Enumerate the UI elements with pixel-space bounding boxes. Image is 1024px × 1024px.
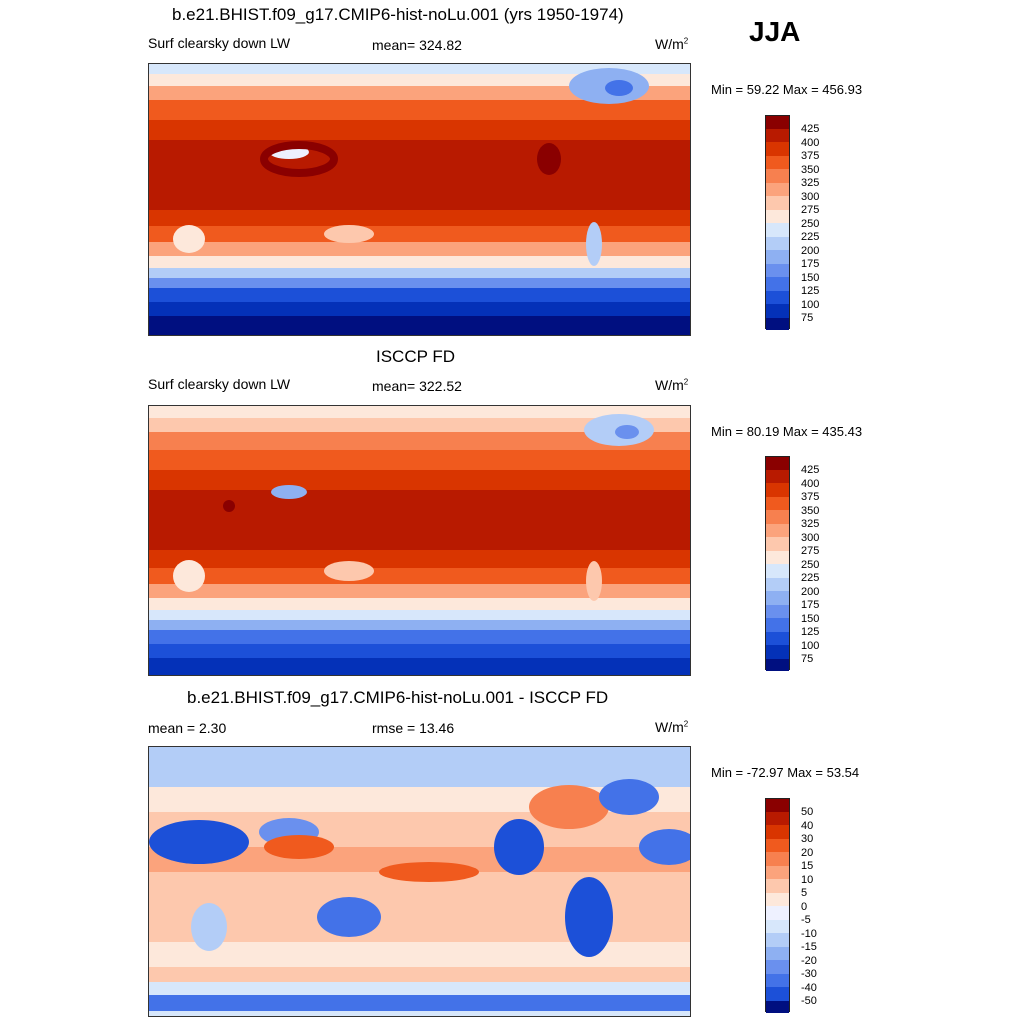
panel-3-tick: 30 [801,833,814,845]
panel-2-map [148,405,691,676]
panel-1-variable-label: Surf clearsky down LW [148,35,291,51]
panel-3-map-field [149,747,690,1016]
panel-1-map-field [149,64,690,335]
panel-1-tick: 175 [801,258,820,270]
panel-3-tick: 0 [801,901,808,913]
panel-2-tick: 400 [801,478,820,490]
panel-1-mean-label: mean= 324.82 [372,37,462,53]
panel-1-map [148,63,691,336]
panel-2-tick: 325 [801,518,820,530]
panel-1-tick: 400 [801,137,820,149]
panel-3-mean-label: mean = 2.30 [148,720,227,736]
panel-2-tick: 75 [801,653,814,665]
panel-1-tick: 225 [801,231,820,243]
panel-2-colorbar [765,456,790,671]
panel-1-tick: 325 [801,177,820,189]
panel-1-tick: 200 [801,245,820,257]
panel-3-tick: 15 [801,860,814,872]
panel-3-tick: -50 [801,995,817,1007]
panel-3-minmax: Min = -72.97 Max = 53.54 [711,765,860,780]
panel-2-tick: 150 [801,613,820,625]
panel-3-tick: 5 [801,887,808,899]
panel-1-tick: 250 [801,218,820,230]
panel-3-title: b.e21.BHIST.f09_g17.CMIP6-hist-noLu.001 … [187,688,609,707]
panel-2-tick: 275 [801,545,820,557]
panel-1-tick: 125 [801,285,820,297]
panel-3-colorbar [765,798,790,1013]
panel-2-tick: 300 [801,532,820,544]
panel-2-units: W/m2 [655,377,689,393]
panel-2-tick: 425 [801,464,820,476]
panel-2-tick: 100 [801,640,820,652]
panel-1-tick: 100 [801,299,820,311]
panel-3-tick: -40 [801,982,817,994]
panel-2-tick: 175 [801,599,820,611]
panel-2-tick: 125 [801,626,820,638]
panel-2-minmax: Min = 80.19 Max = 435.43 [711,424,863,439]
season-label: JJA [749,16,801,47]
panel-1-tick: 275 [801,204,820,216]
panel-1-units: W/m2 [655,36,689,52]
panel-3-tick: -30 [801,968,817,980]
panel-3-tick: 50 [801,806,814,818]
panel-3-tick: 10 [801,874,814,886]
panel-1-tick: 350 [801,164,820,176]
panel-1-tick: 300 [801,191,820,203]
panel-2-mean-label: mean= 322.52 [372,378,462,394]
panel-1-colorbar [765,115,790,330]
panel-3-tick: -15 [801,941,817,953]
panel-1-title: b.e21.BHIST.f09_g17.CMIP6-hist-noLu.001 … [172,5,624,24]
panel-2-tick: 250 [801,559,820,571]
panel-1-tick: 375 [801,150,820,162]
panel-2-map-field [149,406,690,675]
panel-3-units: W/m2 [655,719,689,735]
panel-2-tick: 350 [801,505,820,517]
panel-1-tick: 150 [801,272,820,284]
panel-2-tick: 225 [801,572,820,584]
panel-3-tick: -5 [801,914,811,926]
panel-3-tick: -10 [801,928,817,940]
panel-1-minmax: Min = 59.22 Max = 456.93 [711,82,863,97]
panel-2-tick: 200 [801,586,820,598]
panel-3-map [148,746,691,1017]
panel-3-tick: 20 [801,847,814,859]
panel-3-tick: 40 [801,820,814,832]
panel-1-tick: 425 [801,123,820,135]
panel-2-title: ISCCP FD [376,347,456,366]
panel-2-tick: 375 [801,491,820,503]
panel-3-tick: -20 [801,955,817,967]
panel-1-tick: 75 [801,312,814,324]
panel-2-variable-label: Surf clearsky down LW [148,376,291,392]
panel-3-rmse-label: rmse = 13.46 [372,720,455,736]
